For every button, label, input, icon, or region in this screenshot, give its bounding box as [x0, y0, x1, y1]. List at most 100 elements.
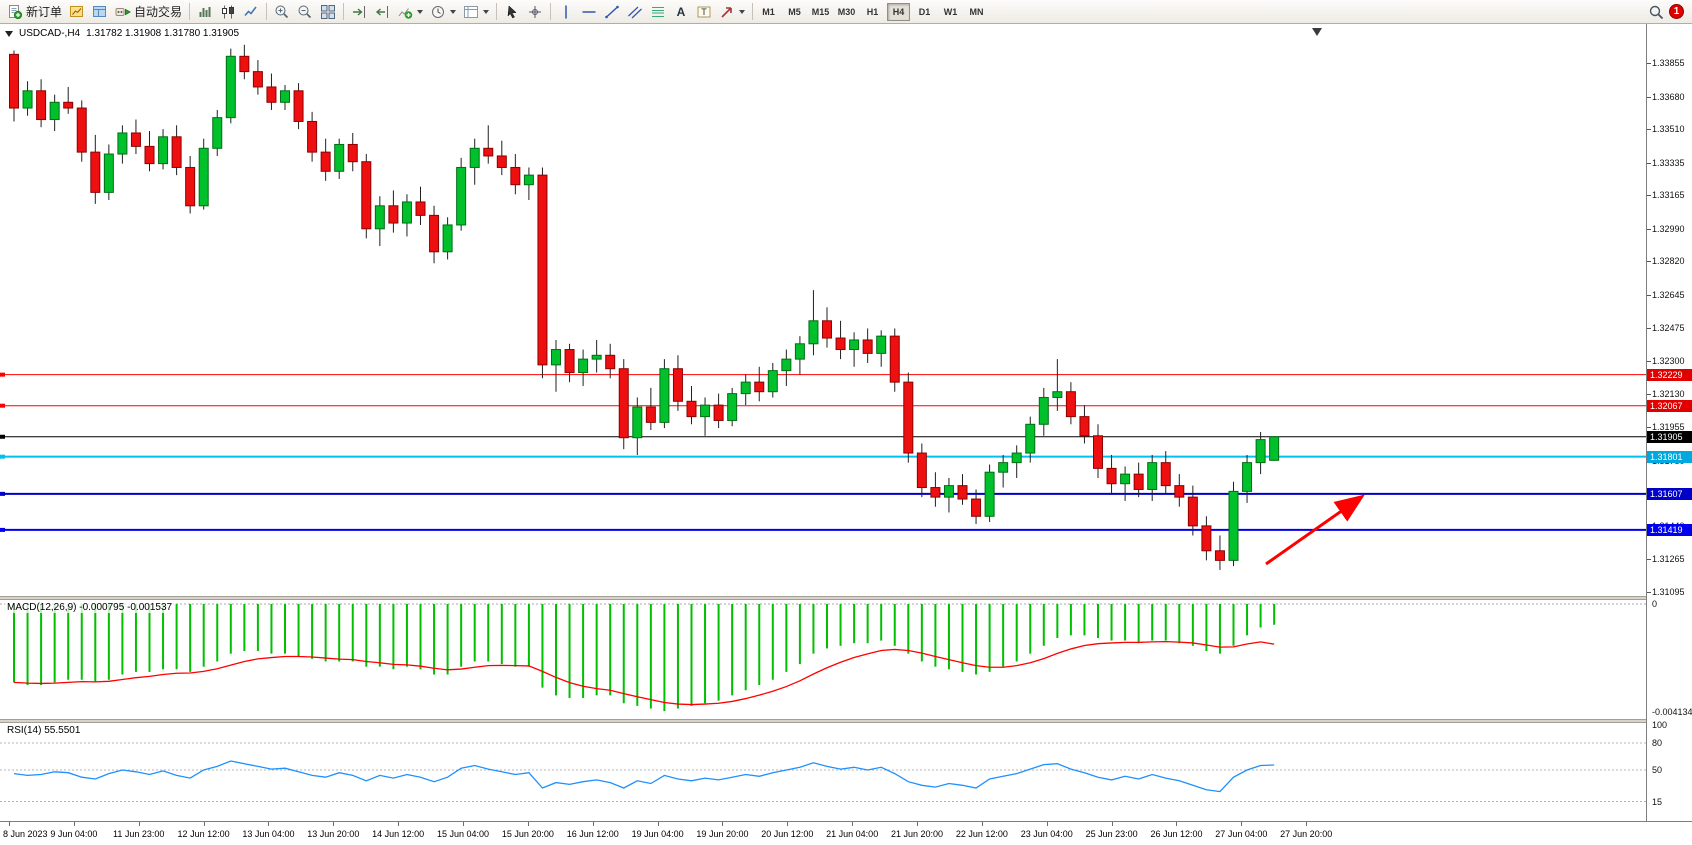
timeframe-h4-button[interactable]: H4	[887, 2, 911, 21]
candlestick-chart-button[interactable]	[217, 2, 239, 22]
candle	[645, 406, 656, 423]
timeframe-m30-button[interactable]: M30	[835, 3, 858, 21]
chart-area[interactable]: USDCAD-,H4 1.31782 1.31908 1.31780 1.319…	[0, 24, 1692, 845]
ohlc-values: 1.31782 1.31908 1.31780 1.31905	[86, 28, 240, 39]
candle	[9, 53, 19, 109]
price-axis-tick: 1.32990	[1652, 223, 1685, 234]
time-axis-tickmark	[787, 822, 789, 826]
chevron-down-icon	[417, 9, 424, 14]
candle	[293, 90, 304, 122]
chart-ohlc-header: USDCAD-,H4 1.31782 1.31908 1.31780 1.319…	[5, 28, 239, 39]
price-axis-tick: 1.32475	[1652, 322, 1685, 333]
candle	[1269, 436, 1280, 461]
trendline-button[interactable]	[601, 2, 623, 22]
candle	[130, 132, 141, 147]
templates-button[interactable]	[460, 2, 492, 22]
auto-trading-button[interactable]: 自动交易	[112, 2, 185, 22]
time-axis-label: 19 Jun 04:00	[631, 829, 684, 839]
tile-windows-button[interactable]	[317, 2, 339, 22]
fibonacci-icon	[650, 4, 666, 20]
auto-scroll-button[interactable]	[348, 2, 370, 22]
candle	[307, 120, 318, 153]
timeframe-m15-button[interactable]: M15	[809, 3, 832, 21]
zoom-in-button[interactable]	[271, 2, 293, 22]
timeframe-h1-button[interactable]: H1	[861, 3, 884, 21]
candle	[930, 487, 941, 498]
rsi-axis-tick: 80	[1652, 738, 1663, 748]
candle	[252, 71, 263, 88]
macd-indicator-chart[interactable]	[0, 600, 1646, 719]
label-icon: T	[696, 4, 712, 20]
line-left-marker	[0, 434, 5, 439]
periods-button[interactable]	[427, 2, 459, 22]
candle	[103, 153, 114, 193]
notification-badge[interactable]: 1	[1669, 4, 1684, 19]
timeframe-mn-button[interactable]: MN	[965, 3, 988, 21]
price-axis-tickmark	[1647, 261, 1651, 263]
macd-pane-splitter[interactable]	[0, 596, 1692, 600]
horizontal-line-button[interactable]	[578, 2, 600, 22]
symbol-dropdown-icon[interactable]	[5, 30, 13, 37]
time-axis-label: 22 Jun 12:00	[955, 829, 1008, 839]
line-left-marker	[0, 454, 5, 459]
clock-icon	[430, 4, 446, 20]
time-axis-tickmark	[527, 822, 529, 826]
tile-windows-icon	[320, 4, 336, 20]
timeframe-d1-button[interactable]: D1	[913, 3, 936, 21]
candle	[1187, 496, 1198, 527]
time-axis-label: 23 Jun 04:00	[1020, 829, 1073, 839]
new-order-button[interactable]: 新订单	[4, 2, 65, 22]
candle	[700, 404, 711, 418]
candle	[1079, 416, 1090, 437]
vertical-line-button[interactable]	[555, 2, 577, 22]
profiles-button[interactable]	[89, 2, 111, 22]
time-axis-label: 12 Jun 12:00	[177, 829, 230, 839]
candle	[374, 205, 385, 230]
fibonacci-button[interactable]	[647, 2, 669, 22]
zoom-out-button[interactable]	[294, 2, 316, 22]
candle	[1133, 473, 1144, 490]
time-axis-label: 11 Jun 23:00	[113, 829, 165, 839]
price-badge-1.31905: 1.31905	[1647, 430, 1692, 443]
candle	[280, 90, 290, 103]
charts-button[interactable]	[66, 2, 88, 22]
price-axis-tickmark	[1647, 592, 1651, 593]
toolbar-separator	[752, 3, 754, 20]
bar-chart-button[interactable]	[194, 2, 216, 22]
time-axis-label: 13 Jun 04:00	[242, 829, 295, 839]
timeframe-m1-button[interactable]: M1	[757, 3, 780, 21]
chart-shift-icon	[374, 4, 390, 20]
line-chart-button[interactable]	[240, 2, 262, 22]
candle	[1038, 396, 1049, 425]
price-axis-tick: 1.31265	[1652, 554, 1685, 565]
timeframe-m5-button[interactable]: M5	[783, 3, 806, 21]
candle	[659, 368, 670, 423]
price-axis-tickmark	[1647, 361, 1651, 363]
indicators-button[interactable]	[394, 2, 426, 22]
candle	[605, 354, 616, 370]
time-axis-tickmark	[203, 822, 205, 826]
time-axis-tickmark	[917, 822, 919, 826]
price-axis-tick: 1.31955	[1652, 422, 1685, 433]
text-label-button[interactable]: T	[693, 2, 715, 22]
arrow-tools-button[interactable]	[716, 2, 748, 22]
main-price-chart[interactable]	[0, 24, 1646, 596]
cursor-button[interactable]	[501, 2, 523, 22]
auto-trading-label: 自动交易	[134, 5, 183, 19]
rsi-pane-splitter[interactable]	[0, 719, 1692, 723]
time-axis-tickmark	[73, 822, 75, 826]
crosshair-button[interactable]	[524, 2, 546, 22]
text-button[interactable]: A	[670, 2, 692, 22]
price-axis-tick: 1.32820	[1652, 256, 1685, 267]
rsi-indicator-chart[interactable]	[0, 723, 1646, 821]
chart-shift-button[interactable]	[371, 2, 393, 22]
time-axis-label: 21 Jun 04:00	[826, 829, 879, 839]
search-button[interactable]	[1645, 2, 1667, 22]
timeframe-w1-button[interactable]: W1	[939, 3, 962, 21]
arrow-annotation[interactable]	[1265, 494, 1365, 566]
candle	[1120, 473, 1131, 485]
chevron-down-icon	[739, 9, 746, 14]
equidistant-channel-button[interactable]	[624, 2, 646, 22]
price-badge-1.32229: 1.32229	[1647, 368, 1692, 381]
search-icon	[1648, 4, 1664, 20]
